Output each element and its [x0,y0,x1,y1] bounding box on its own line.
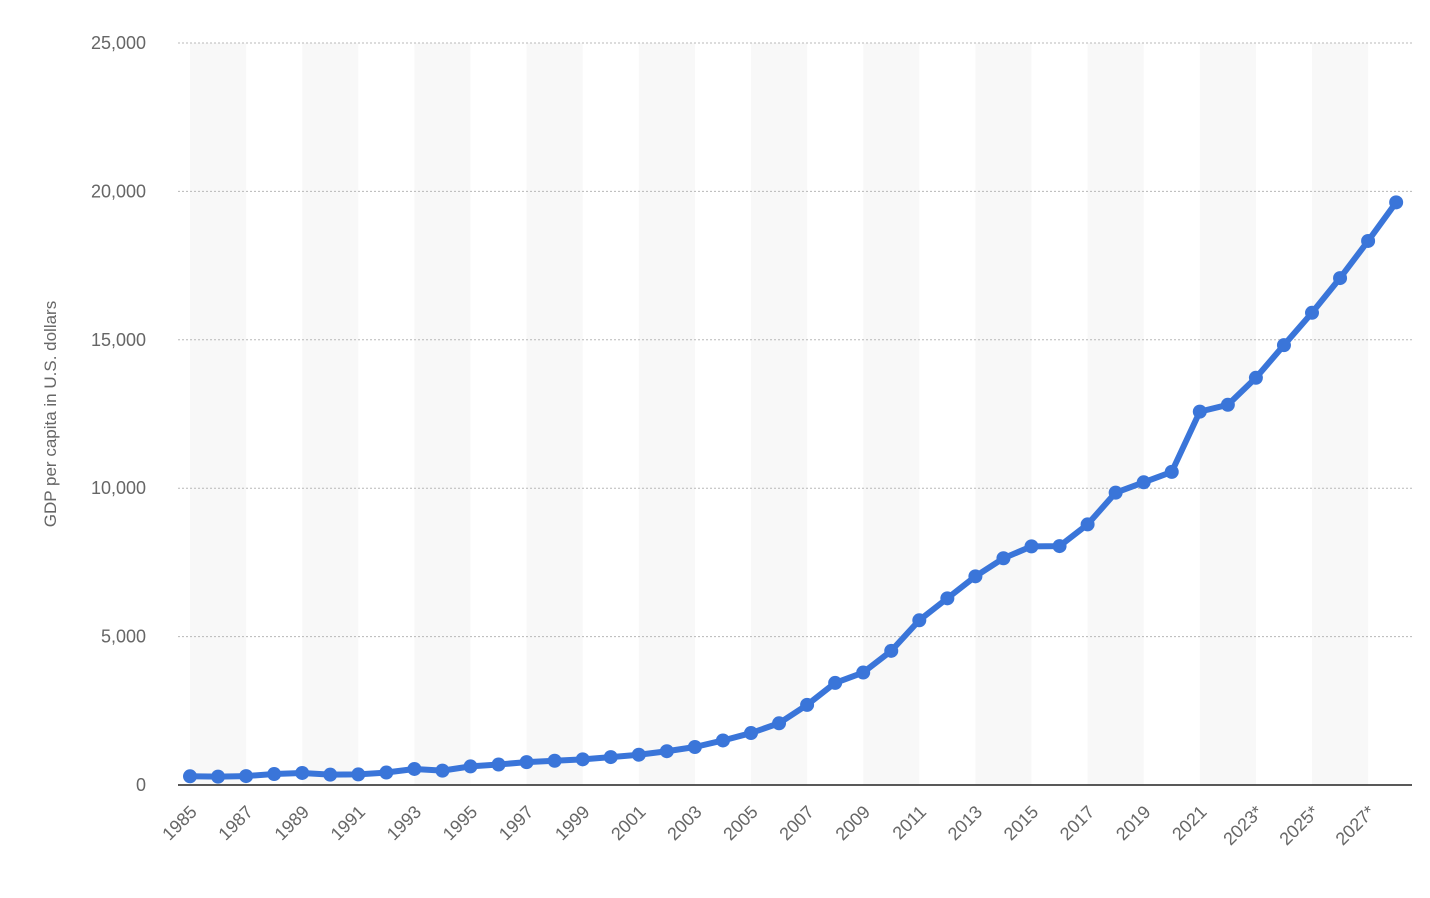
data-point [1108,485,1123,500]
y-tick-label: 20,000 [91,181,146,201]
x-tick-label: 2003 [663,802,705,844]
data-point [800,697,815,712]
data-point [435,763,450,778]
x-tick-label: 2023* [1219,802,1266,849]
column-band [302,43,359,785]
y-axis-tick-labels: 0 5,000 10,000 15,000 20,000 25,000 [91,33,146,795]
x-tick-label: 2019 [1112,802,1154,844]
data-point [603,750,618,765]
data-point [1052,539,1067,554]
x-tick-label: 2027* [1332,802,1379,849]
data-point [463,759,478,774]
column-band [414,43,471,785]
x-tick-label: 1987 [214,802,256,844]
y-tick-label: 25,000 [91,33,146,53]
data-point [351,767,366,782]
x-tick-label: 2017 [1056,802,1098,844]
column-band [190,43,247,785]
y-tick-label: 5,000 [101,627,146,647]
x-tick-label: 2015 [1000,802,1042,844]
data-point [575,752,590,767]
data-point [856,665,871,680]
data-point [631,747,646,762]
series-layer [183,195,1404,784]
data-point [1361,233,1376,248]
data-point [940,591,955,606]
data-point [1276,338,1291,353]
x-axis-tick-labels: 1985 1987 1989 1991 1993 1995 1997 1999 2001 2003… [158,802,1379,849]
x-tick-label: 1991 [327,802,369,844]
column-band [751,43,808,785]
data-point [968,569,983,584]
column-band [1087,43,1144,785]
x-tick-label: 1999 [551,802,593,844]
data-point [295,765,310,780]
data-point [1333,271,1348,286]
data-point [659,744,674,759]
x-tick-label: 2005 [719,802,761,844]
data-point [1389,195,1404,210]
data-point [884,643,899,658]
x-tick-label: 1995 [439,802,481,844]
column-band [1312,43,1369,785]
column-band [1199,43,1256,785]
data-point [1220,397,1235,412]
data-point [491,757,506,772]
x-tick-label: 2021 [1168,802,1210,844]
x-tick-label: 2011 [889,802,931,844]
data-point [687,740,702,755]
data-point [1305,305,1319,320]
data-point [715,733,730,748]
x-tick-label: 2007 [775,802,817,844]
data-point [407,761,422,776]
data-point [1080,517,1095,532]
data-point [211,769,226,784]
column-band [863,43,920,785]
column-band [638,43,695,785]
data-point [912,613,927,628]
data-point [183,769,197,784]
data-point [1024,539,1039,554]
data-point [1164,464,1179,479]
x-tick-label: 1989 [271,802,313,844]
data-point [772,716,787,731]
y-tick-label: 0 [136,775,146,795]
x-tick-label: 2013 [944,802,986,844]
data-point [1248,370,1263,385]
data-point [239,769,254,784]
x-tick-label: 2009 [832,802,874,844]
y-axis-title: GDP per capita in U.S. dollars [41,301,60,527]
data-point [267,767,282,782]
data-point [1192,404,1207,419]
data-point [996,551,1011,566]
x-tick-label: 1997 [495,802,537,844]
horizontal-gridlines [178,42,1412,638]
data-point [547,753,562,768]
data-point [1136,475,1151,490]
column-band [526,43,583,785]
x-tick-label: 1985 [158,802,200,844]
y-tick-label: 15,000 [91,330,146,350]
data-point [323,767,338,782]
column-band [975,43,1032,785]
alternating-column-bands [190,43,1369,785]
y-tick-label: 10,000 [91,478,146,498]
data-point [828,675,843,690]
x-tick-label: 1993 [383,802,425,844]
data-point [379,765,394,780]
data-point [519,755,534,770]
x-tick-label: 2025* [1275,802,1322,849]
x-tick-label: 2001 [607,802,649,844]
data-point [744,726,758,741]
